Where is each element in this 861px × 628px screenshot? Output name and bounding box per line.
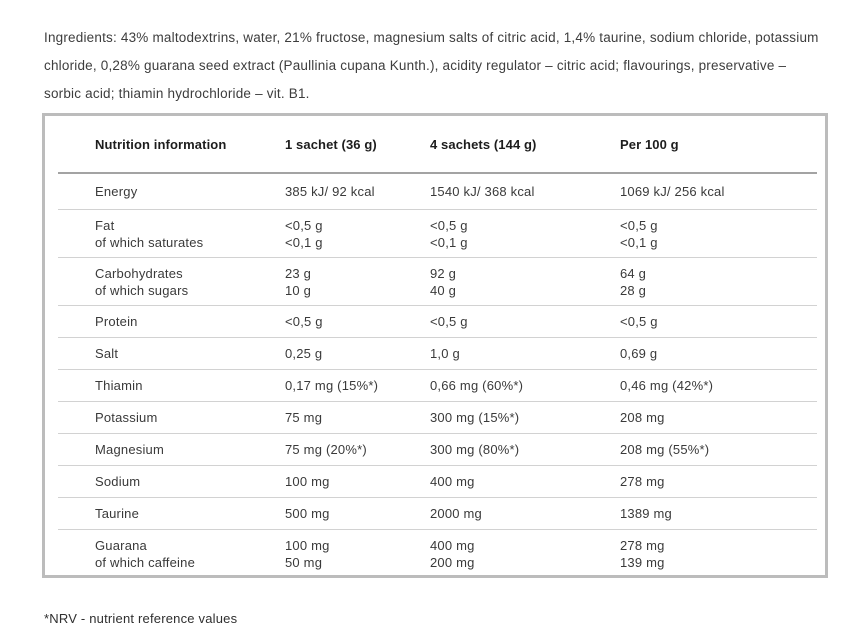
row-value: <0,5 g <0,1 g — [620, 217, 658, 250]
row-value: 92 g 40 g — [430, 265, 457, 298]
row-value: 208 mg (55%*) — [620, 442, 710, 457]
footnote-text: *NRV - nutrient reference values — [44, 611, 238, 626]
row-label: Sodium — [95, 474, 141, 489]
table-header-row: Nutrition information 1 sachet (36 g) 4 … — [58, 116, 817, 174]
row-value: 23 g 10 g — [285, 265, 312, 298]
row-value: 278 mg 139 mg — [620, 537, 665, 570]
row-label: Energy — [95, 184, 138, 199]
header-cell-1-sachet: 1 sachet (36 g) — [285, 136, 377, 152]
row-label: Salt — [95, 346, 119, 361]
row-value: 300 mg (15%*) — [430, 410, 520, 425]
row-value: 100 mg 50 mg — [285, 537, 330, 570]
header-cell-nutrition-information: Nutrition information — [95, 136, 227, 152]
row-label: Taurine — [95, 506, 140, 521]
row-label: Protein — [95, 314, 138, 329]
table-row: Salt 0,25 g 1,0 g 0,69 g — [58, 338, 817, 370]
nutrition-table: Nutrition information 1 sachet (36 g) 4 … — [42, 113, 828, 578]
row-value: 75 mg — [285, 410, 323, 425]
table-row: Guarana of which caffeine 100 mg 50 mg 400 m… — [58, 530, 817, 577]
row-value: 100 mg — [285, 474, 330, 489]
table-row: Protein <0,5 g <0,5 g <0,5 g — [58, 306, 817, 338]
header-cell-4-sachets: 4 sachets (144 g) — [430, 136, 537, 152]
row-value: 400 mg — [430, 474, 475, 489]
table-row: Energy 385 kJ/ 92 kcal 1540 kJ/ 368 kcal 10… — [58, 174, 817, 210]
row-value: 0,66 mg (60%*) — [430, 378, 524, 393]
table-row: Carbohydrates of which sugars 23 g 10 g 92 g… — [58, 258, 817, 306]
row-label: Potassium — [95, 410, 158, 425]
row-value: 0,46 mg (42%*) — [620, 378, 714, 393]
table-row: Fat of which saturates <0,5 g <0,1 g <0,5 g <… — [58, 210, 817, 258]
row-label: Guarana of which caffeine — [95, 537, 195, 570]
table-row: Thiamin 0,17 mg (15%*) 0,66 mg (60%*) 0,46 … — [58, 370, 817, 402]
row-label: Carbohydrates of which sugars — [95, 265, 189, 298]
row-value: 278 mg — [620, 474, 665, 489]
row-value: <0,5 g <0,1 g — [285, 217, 323, 250]
row-value: 0,25 g — [285, 346, 323, 361]
table-row: Taurine 500 mg 2000 mg 1389 mg — [58, 498, 817, 530]
row-value: 0,17 mg (15%*) — [285, 378, 379, 393]
row-value: <0,5 g — [430, 314, 468, 329]
row-value: 300 mg (80%*) — [430, 442, 520, 457]
nutrition-table-inner: Nutrition information 1 sachet (36 g) 4 … — [58, 116, 817, 577]
ingredients-text: Ingredients: 43% maltodextrins, water, 2… — [44, 29, 819, 101]
row-value: 0,69 g — [620, 346, 658, 361]
row-value: 385 kJ/ 92 kcal — [285, 184, 375, 199]
row-value: <0,5 g — [620, 314, 658, 329]
row-value: 75 mg (20%*) — [285, 442, 367, 457]
row-value: <0,5 g — [285, 314, 323, 329]
row-value: 1540 kJ/ 368 kcal — [430, 184, 535, 199]
row-value: 500 mg — [285, 506, 330, 521]
row-value: 64 g 28 g — [620, 265, 647, 298]
row-value: 2000 mg — [430, 506, 482, 521]
table-body: Energy 385 kJ/ 92 kcal 1540 kJ/ 368 kcal 10… — [58, 174, 817, 577]
table-row: Sodium 100 mg 400 mg 278 mg — [58, 466, 817, 498]
row-value: <0,5 g <0,1 g — [430, 217, 468, 250]
row-label: Thiamin — [95, 378, 143, 393]
row-value: 1069 kJ/ 256 kcal — [620, 184, 725, 199]
header-cell-per-100g: Per 100 g — [620, 136, 679, 152]
row-value: 208 mg — [620, 410, 665, 425]
table-row: Magnesium 75 mg (20%*) 300 mg (80%*) 208 mg… — [58, 434, 817, 466]
table-row: Potassium 75 mg 300 mg (15%*) 208 mg — [58, 402, 817, 434]
row-value: 1,0 g — [430, 346, 460, 361]
row-value: 400 mg 200 mg — [430, 537, 475, 570]
row-label: Magnesium — [95, 442, 164, 457]
row-value: 1389 mg — [620, 506, 672, 521]
row-label: Fat of which saturates — [95, 217, 204, 250]
